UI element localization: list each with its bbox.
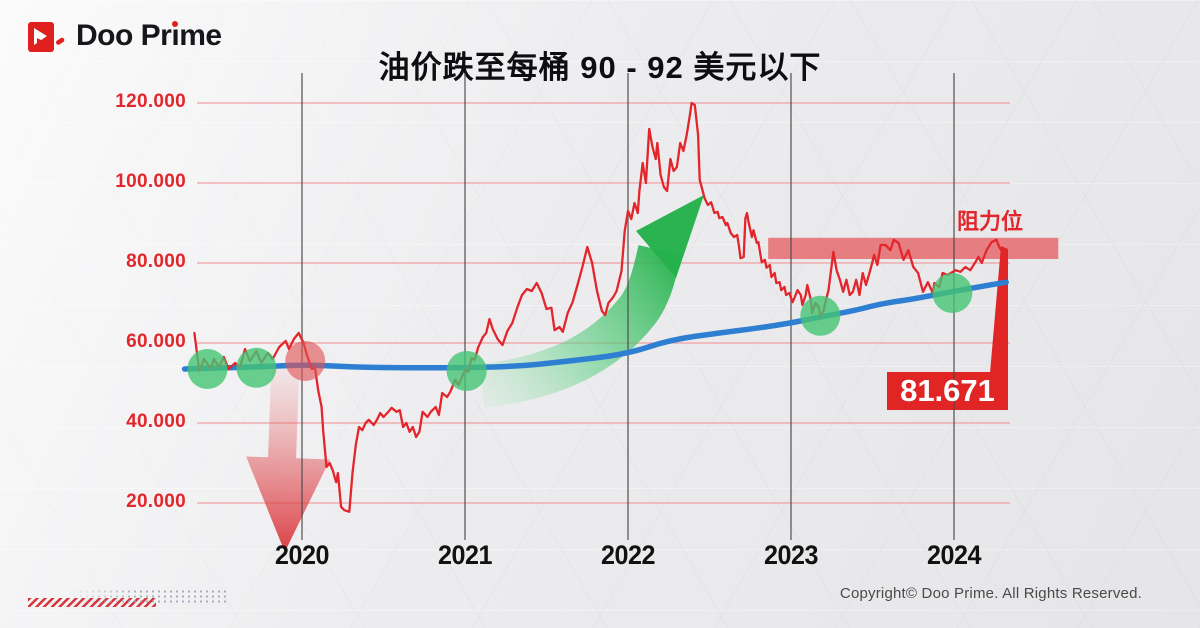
- page-title: 油价跌至每桶 90 - 92 美元以下: [378, 50, 822, 85]
- marker-circle: [800, 295, 841, 336]
- y-tick-label: 120.000: [115, 91, 186, 112]
- marker-circle: [236, 347, 277, 388]
- y-tick-label: 80.000: [126, 251, 186, 272]
- resistance-label: 阻力位: [956, 209, 1023, 234]
- surge-up-arrowhead: [636, 195, 704, 278]
- price-drop-wedge: [990, 246, 1008, 373]
- decor-dot-pattern: [66, 589, 228, 605]
- y-tick-label: 100.000: [115, 171, 186, 192]
- marker-circle: [932, 273, 973, 313]
- x-tick-label: 2022: [600, 540, 655, 570]
- price-series-line: [193, 101, 1006, 513]
- doo-prime-logo: Doo Pr ı me: [28, 17, 222, 55]
- wordmark-i-stem: ı: [171, 19, 180, 52]
- ma-series-line: [181, 279, 1009, 372]
- marker-circle: [285, 341, 326, 381]
- y-tick-label: 60.000: [126, 331, 186, 352]
- marker-circle: [446, 351, 487, 391]
- y-tick-label: 20.000: [126, 491, 186, 512]
- wordmark-i-red-dot: [172, 21, 179, 27]
- callout-box: [887, 372, 1008, 410]
- x-tick-label: 2023: [763, 540, 818, 570]
- copyright-text: Copyright© Doo Prime. All Rights Reserve…: [839, 585, 1142, 602]
- wordmark-suffix: me: [179, 19, 222, 52]
- y-tick-label: 40.000: [126, 411, 186, 432]
- doo-prime-logo-icon: [28, 17, 68, 55]
- wordmark-prefix: Doo Pr: [76, 19, 172, 52]
- surge-up-arrow: [479, 245, 682, 408]
- x-tick-label: 2020: [274, 540, 329, 570]
- x-tick-label: 2024: [926, 540, 981, 570]
- marker-circle: [187, 349, 228, 389]
- crash-down-arrow: [246, 367, 331, 552]
- x-tick-label: 2021: [437, 540, 492, 570]
- doo-prime-wordmark: Doo Pr ı me: [76, 19, 222, 53]
- resistance-band: [768, 237, 1059, 259]
- callout-value: 81.671: [900, 373, 995, 408]
- wordmark-i: ı: [171, 19, 179, 53]
